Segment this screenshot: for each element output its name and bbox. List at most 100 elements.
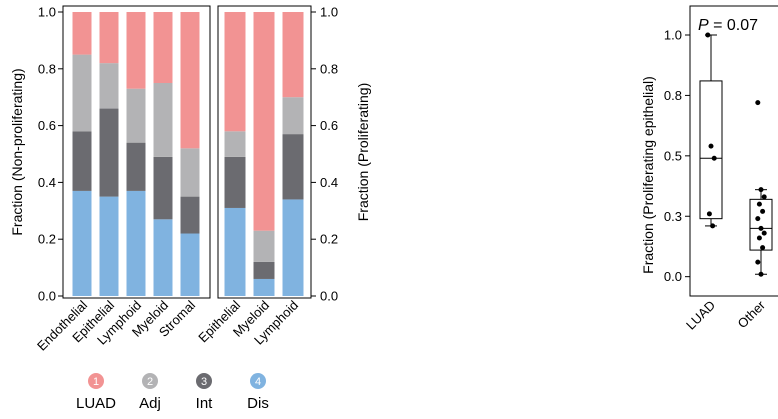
legend: 1 LUAD 2 Adj 3 Int 4 Dis xyxy=(76,373,269,412)
non-proliferating-panel: 0.0 0.2 0.4 0.6 0.8 1.0 EndothelialEpithelial… xyxy=(9,5,211,354)
bar-lymphoid-dis xyxy=(282,199,304,296)
y-tick-label: 0.8 xyxy=(664,88,682,103)
data-point-luad xyxy=(708,143,714,149)
bar-epithelial-int xyxy=(99,108,119,197)
y-axis-left-label: Fraction (Non-proliferating) xyxy=(9,68,25,235)
bar-myeloid-int xyxy=(153,156,173,220)
data-point-luad xyxy=(706,211,712,217)
legend-number: 4 xyxy=(255,376,261,388)
legend-number: 2 xyxy=(147,376,153,388)
bar-stromal-int xyxy=(180,196,200,234)
y-axis-box-ticks: 0.0 0.3 0.5 0.8 1.0 xyxy=(664,28,690,284)
data-point-other xyxy=(760,245,766,251)
x-axis-left-labels: EndothelialEpithelialLymphoidMyeloidStro… xyxy=(34,297,198,353)
legend-marker-int xyxy=(196,373,212,389)
y-tick-label: 0.4 xyxy=(38,175,56,190)
y-axis-box-label: Fraction (Proliferating epithelial) xyxy=(640,76,656,274)
y-tick-label: 0.6 xyxy=(38,118,56,133)
y-tick-label: 0.5 xyxy=(664,148,682,163)
data-point-other xyxy=(758,187,764,193)
category-label-other: Other xyxy=(735,297,769,331)
bar-lymphoid-int xyxy=(282,134,304,200)
data-point-other xyxy=(760,208,766,214)
box-luad xyxy=(699,80,723,220)
bar-myeloid-luad xyxy=(253,12,275,231)
bar-endothelial-luad xyxy=(72,12,92,55)
y-tick-label: 1.0 xyxy=(320,5,338,20)
bar-myeloid-int xyxy=(253,261,275,279)
plot-frame-box xyxy=(689,5,778,297)
bar-myeloid-adj xyxy=(253,230,275,262)
legend-marker-dis xyxy=(250,373,266,389)
y-tick-label: 0.2 xyxy=(38,232,56,247)
category-label-luad: LUAD xyxy=(683,298,718,333)
y-tick-label: 0.2 xyxy=(320,232,338,247)
y-tick-label: 0.0 xyxy=(38,289,56,304)
y-tick-label: 0.8 xyxy=(320,61,338,76)
bar-myeloid-dis xyxy=(253,278,275,296)
data-point-other xyxy=(755,100,761,106)
y-tick-label: 0.0 xyxy=(320,289,338,304)
legend-marker-luad xyxy=(88,373,104,389)
data-point-other xyxy=(758,271,764,277)
legend-label-int: Int xyxy=(196,395,214,412)
bar-endothelial-dis xyxy=(72,190,92,296)
y-tick-label: 0.8 xyxy=(38,61,56,76)
boxplot-content xyxy=(699,32,773,277)
category-label-epithelial: Epithelial xyxy=(195,297,243,345)
data-point-other xyxy=(761,194,767,200)
plot-frame-left xyxy=(62,5,211,299)
bar-endothelial-int xyxy=(72,131,92,191)
bar-stromal-dis xyxy=(180,233,200,296)
box-other xyxy=(749,198,773,251)
bar-epithelial-adj xyxy=(99,63,119,109)
legend-number: 3 xyxy=(201,376,207,388)
y-tick-label: 0.4 xyxy=(320,175,338,190)
data-point-other xyxy=(755,216,761,222)
data-point-other xyxy=(756,201,762,207)
y-tick-label: 0.3 xyxy=(664,209,682,224)
bar-myeloid-luad xyxy=(153,12,173,83)
bar-myeloid-adj xyxy=(153,83,173,157)
y-tick-label: 1.0 xyxy=(38,5,56,20)
proliferating-bars xyxy=(224,12,304,296)
y-tick-label: 1.0 xyxy=(664,28,682,43)
plot-frame-right xyxy=(217,5,312,299)
bar-lymphoid-dis xyxy=(126,190,146,296)
boxplot-panel: P = 0.07 0.0 0.3 0.5 0.8 1.0 LUAD Other Fract… xyxy=(640,5,778,333)
legend-label-dis: Dis xyxy=(247,395,269,412)
y-tick-label: 0.6 xyxy=(320,118,338,133)
data-point-other xyxy=(755,259,761,265)
y-axis-right-ticks: 0.0 0.2 0.4 0.6 0.8 1.0 xyxy=(311,5,338,304)
proliferating-panel: 0.0 0.2 0.4 0.6 0.8 1.0 EpithelialMyeloidLymp… xyxy=(195,5,371,348)
bar-epithelial-int xyxy=(224,156,246,208)
legend-label-adj: Adj xyxy=(139,395,161,412)
bar-epithelial-luad xyxy=(224,12,246,132)
bar-lymphoid-luad xyxy=(126,12,146,89)
data-point-other xyxy=(761,230,767,236)
legend-label-luad: LUAD xyxy=(76,395,116,412)
bar-stromal-luad xyxy=(180,12,200,149)
data-point-other xyxy=(756,235,762,241)
bar-endothelial-adj xyxy=(72,54,92,132)
y-tick-label: 0.0 xyxy=(664,269,682,284)
legend-number: 1 xyxy=(93,376,99,388)
bar-epithelial-dis xyxy=(224,207,246,296)
non-proliferating-bars xyxy=(72,12,200,296)
bar-epithelial-dis xyxy=(99,196,119,296)
bar-lymphoid-adj xyxy=(126,88,146,143)
data-point-luad xyxy=(710,223,716,229)
bar-epithelial-adj xyxy=(224,131,246,157)
bar-lymphoid-adj xyxy=(282,97,304,135)
legend-marker-adj xyxy=(142,373,158,389)
bar-myeloid-dis xyxy=(153,219,173,296)
bar-lymphoid-luad xyxy=(282,12,304,98)
x-axis-box-labels: LUAD Other xyxy=(683,297,769,333)
bar-stromal-adj xyxy=(180,148,200,197)
bar-epithelial-luad xyxy=(99,12,119,64)
p-value-annotation: P = 0.07 xyxy=(698,17,758,34)
y-axis-left-ticks: 0.0 0.2 0.4 0.6 0.8 1.0 xyxy=(38,5,63,304)
data-point-luad xyxy=(705,32,711,38)
